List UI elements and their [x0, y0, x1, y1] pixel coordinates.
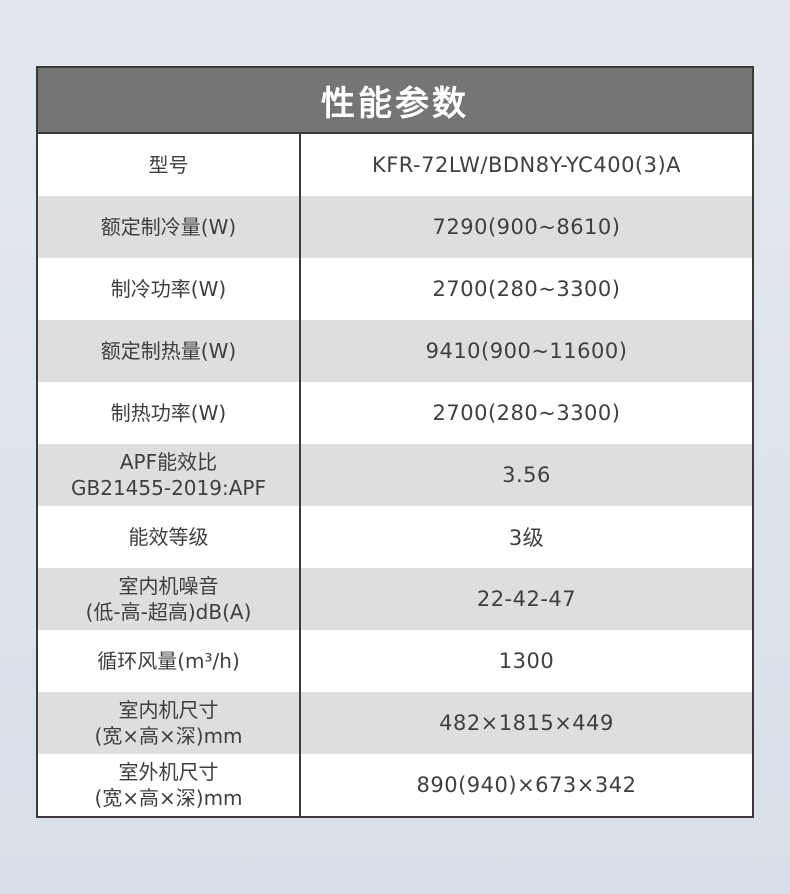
table-row: 额定制热量(W) 9410(900~11600): [38, 320, 752, 382]
row-label: 额定制冷量(W): [38, 196, 301, 258]
table-row: 制热功率(W) 2700(280~3300): [38, 382, 752, 444]
row-label: 能效等级: [38, 506, 301, 568]
table-row: 室内机噪音 (低-高-超高)dB(A) 22-42-47: [38, 568, 752, 630]
row-value: 9410(900~11600): [425, 339, 628, 363]
row-label: 室内机尺寸 (宽×高×深)mm: [38, 692, 301, 754]
spec-card: 性能参数 型号 KFR-72LW/BDN8Y-YC400(3)A 额定制冷量(W…: [36, 66, 754, 818]
row-label: 制热功率(W): [38, 382, 301, 444]
row-label: 室内机噪音 (低-高-超高)dB(A): [38, 568, 301, 630]
table-row: 能效等级 3级: [38, 506, 752, 568]
spec-table-header: 性能参数: [38, 68, 752, 134]
row-label: 型号: [38, 134, 301, 196]
row-value: KFR-72LW/BDN8Y-YC400(3)A: [371, 153, 682, 177]
row-value: 482×1815×449: [439, 711, 614, 735]
spec-table-title: 性能参数: [321, 83, 469, 124]
row-label: 室外机尺寸 (宽×高×深)mm: [38, 754, 301, 816]
row-value: 3.56: [502, 463, 551, 487]
row-value: 2700(280~3300): [432, 277, 621, 301]
row-label: 循环风量(m³/h): [38, 630, 301, 692]
row-value: 2700(280~3300): [432, 401, 621, 425]
table-row: APF能效比 GB21455-2019:APF 3.56: [38, 444, 752, 506]
row-value: 890(940)×673×342: [416, 773, 637, 797]
row-value: 7290(900~8610): [432, 215, 621, 239]
row-label: 额定制热量(W): [38, 320, 301, 382]
table-row: 室外机尺寸 (宽×高×深)mm 890(940)×673×342: [38, 754, 752, 816]
row-value: 22-42-47: [476, 587, 577, 611]
row-value: 1300: [498, 649, 555, 673]
table-row: 室内机尺寸 (宽×高×深)mm 482×1815×449: [38, 692, 752, 754]
row-label: 制冷功率(W): [38, 258, 301, 320]
table-row: 额定制冷量(W) 7290(900~8610): [38, 196, 752, 258]
spec-rows: 型号 KFR-72LW/BDN8Y-YC400(3)A 额定制冷量(W) 729…: [38, 134, 752, 816]
table-row: 制冷功率(W) 2700(280~3300): [38, 258, 752, 320]
table-row: 型号 KFR-72LW/BDN8Y-YC400(3)A: [38, 134, 752, 196]
row-label: APF能效比 GB21455-2019:APF: [38, 444, 301, 506]
row-value: 3级: [508, 526, 545, 550]
table-row: 循环风量(m³/h) 1300: [38, 630, 752, 692]
